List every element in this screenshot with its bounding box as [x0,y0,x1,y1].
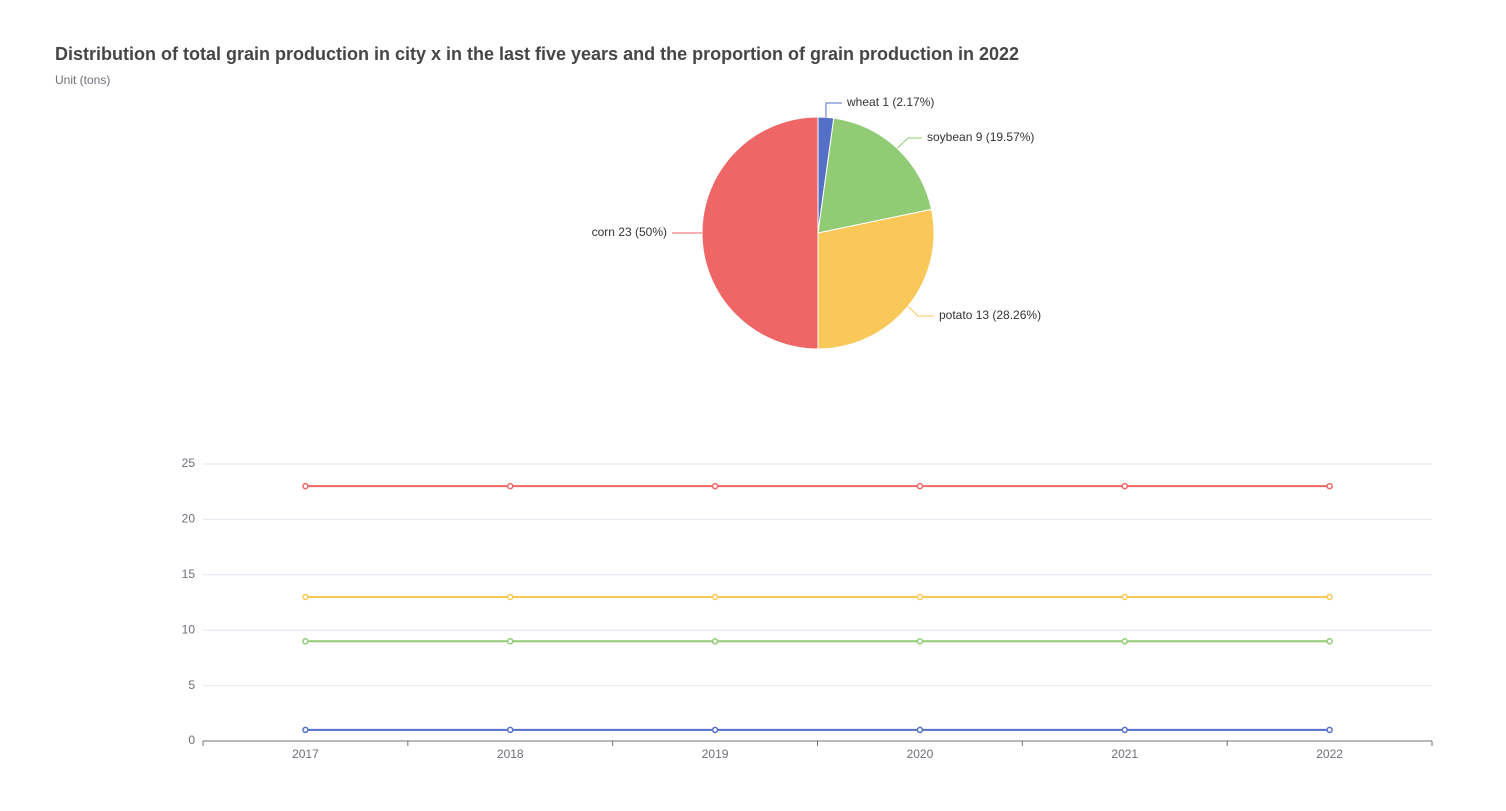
pie-label-soybean: soybean 9 (19.57%) [927,130,1034,144]
series-point-2-2022[interactable] [1326,638,1333,645]
series-point-0-2018[interactable] [507,482,514,490]
series-point-3-2020[interactable] [916,726,924,734]
series-point-3-2017[interactable] [302,726,309,734]
pie-slice-potato[interactable] [817,208,935,350]
series-point-2-2018[interactable] [507,638,514,645]
series-point-0-2017[interactable] [302,482,309,490]
x-tick-label: 2020 [907,747,934,761]
series-point-3-2019[interactable] [711,726,719,734]
series-point-2-2021[interactable] [1121,638,1128,645]
pie-label-wheat: wheat 1 (2.17%) [846,95,934,109]
pie-slice-corn[interactable] [701,116,819,350]
pie-label-potato: potato 13 (28.26%) [939,308,1041,322]
y-tick-label: 25 [182,456,196,470]
line-chart: 0 5 10 15 20 25 2017 2018 2019 2020 2021 2022 [182,456,1433,761]
series-point-3-2018[interactable] [507,726,514,734]
chart-subtitle: Unit (tons) [55,73,111,87]
x-tick-label: 2017 [292,747,319,761]
pie-label-line-soybean [896,137,922,149]
series-point-0-2020[interactable] [916,482,924,490]
pie-label-corn: corn 23 (50%) [592,225,667,239]
series-point-0-2019[interactable] [711,482,719,490]
series-point-0-2021[interactable] [1121,482,1128,490]
series-point-0-2022[interactable] [1326,482,1333,490]
series-point-3-2021[interactable] [1121,726,1128,734]
series-point-1-2018[interactable] [507,593,514,601]
series-point-1-2017[interactable] [302,593,309,601]
pie-chart: wheat 1 (2.17%) soybean 9 (19.57%) potato … [592,95,1041,350]
series-point-2-2020[interactable] [916,638,924,645]
series-point-2-2017[interactable] [302,638,309,645]
y-tick-label: 5 [188,678,195,692]
x-tick-label: 2018 [497,747,524,761]
x-tick-label: 2019 [702,747,729,761]
series-point-1-2019[interactable] [711,593,719,601]
chart-title: Distribution of total grain production i… [55,44,1020,64]
series-point-1-2021[interactable] [1121,593,1128,601]
y-tick-label: 20 [182,512,196,526]
x-tick-label: 2021 [1111,747,1138,761]
y-tick-label: 0 [188,733,195,747]
y-tick-label: 15 [182,567,196,581]
series-point-1-2020[interactable] [916,593,924,601]
series-point-2-2019[interactable] [711,638,719,645]
series-point-3-2022[interactable] [1326,726,1333,734]
y-tick-label: 10 [182,622,196,636]
x-tick-label: 2022 [1316,747,1343,761]
pie-label-line-wheat [825,102,842,118]
series-point-1-2022[interactable] [1326,593,1333,601]
pie-label-line-potato [907,305,934,317]
